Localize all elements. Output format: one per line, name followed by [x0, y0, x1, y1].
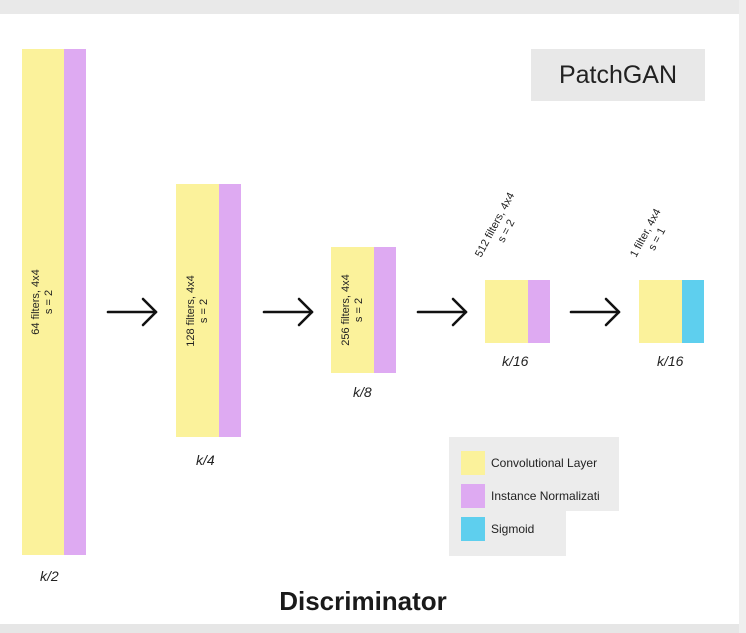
layer-1-params: 64 filters, 4x4 s = 2	[30, 269, 56, 334]
frame-top-edge	[0, 0, 746, 14]
layer-1-block: 64 filters, 4x4 s = 2	[22, 49, 86, 555]
conv-layer-4	[485, 280, 528, 343]
layer-2-stride: s = 2	[197, 298, 210, 323]
frame-bottom-edge	[0, 624, 746, 633]
arrow-2-icon	[262, 297, 314, 327]
legend-overlay-cutout	[566, 511, 622, 557]
layer-1-size: k/2	[40, 568, 59, 584]
legend: Convolutional Layer Instance Normalizati…	[449, 437, 619, 556]
norm-layer-3	[374, 247, 396, 373]
layer-3-block: 256 filters, 4x4 s = 2	[331, 247, 396, 373]
legend-swatch-sigmoid	[461, 517, 485, 541]
layer-2-block: 128 filters, 4x4 s = 2	[176, 184, 241, 437]
legend-label-sigmoid: Sigmoid	[491, 522, 535, 536]
legend-item-sigmoid: Sigmoid	[461, 516, 534, 542]
norm-layer-1	[64, 49, 86, 555]
layer-3-size: k/8	[353, 384, 372, 400]
layer-3-params: 256 filters, 4x4 s = 2	[340, 274, 366, 346]
conv-layer-5	[639, 280, 682, 343]
layer-4-params: 512 filters, 4x4 s = 2	[473, 191, 530, 266]
arrow-4-icon	[569, 297, 621, 327]
layer-2-params: 128 filters, 4x4 s = 2	[185, 275, 211, 347]
norm-layer-4	[528, 280, 550, 343]
arrow-3-icon	[416, 297, 468, 327]
legend-item-conv: Convolutional Layer	[461, 450, 597, 476]
legend-swatch-norm	[461, 484, 485, 508]
frame-right-edge	[739, 0, 746, 633]
legend-label-norm: Instance Normalizati	[491, 489, 600, 503]
layer-1-stride: s = 2	[43, 289, 55, 315]
norm-layer-2	[219, 184, 241, 437]
conv-layer-3	[331, 247, 374, 373]
conv-layer-2	[176, 184, 219, 437]
layer-2-filters: 128 filters, 4x4	[184, 274, 197, 347]
layer-5-block	[639, 280, 704, 343]
sigmoid-layer-5	[682, 280, 704, 343]
layer-5-params: 1 filter, 4x4 s = 1	[628, 207, 676, 266]
legend-label-conv: Convolutional Layer	[491, 456, 598, 470]
diagram-title: PatchGAN	[531, 49, 705, 101]
layer-4-block	[485, 280, 550, 343]
arrow-1-icon	[106, 297, 158, 327]
layer-4-size: k/16	[502, 353, 529, 369]
footer-title: Discriminator	[279, 586, 447, 616]
conv-layer-1	[22, 49, 64, 555]
legend-item-norm: Instance Normalizati	[461, 483, 600, 509]
layer-3-stride: s = 2	[352, 297, 365, 323]
layer-3-filters: 256 filters, 4x4	[339, 274, 352, 346]
layer-1-filters: 64 filters, 4x4	[30, 269, 42, 335]
legend-swatch-conv	[461, 451, 485, 475]
layer-5-size: k/16	[657, 353, 684, 369]
layer-2-size: k/4	[196, 452, 215, 468]
